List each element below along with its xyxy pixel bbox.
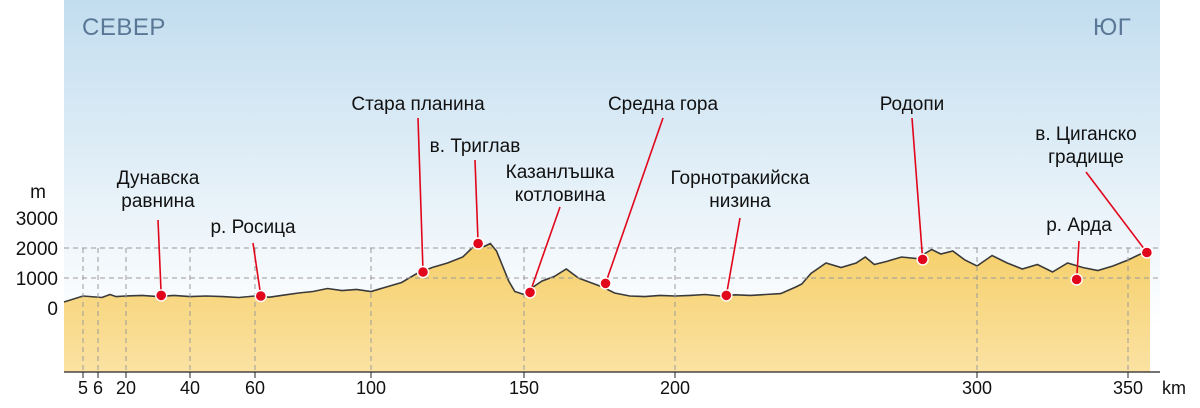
terrain-outline — [63, 242, 1151, 303]
landmark-dot — [720, 289, 733, 302]
x-tick-label: 200 — [660, 378, 690, 398]
landmark-label-line: равнина — [121, 191, 195, 212]
landmark-label-line: р. Росица — [210, 217, 296, 238]
landmark-marker: р. Росица — [210, 217, 296, 303]
y-tick-label: 2000 — [16, 239, 58, 260]
landmark-label-line: Казанлъшка — [506, 162, 615, 183]
y-tick-label: 1000 — [16, 269, 58, 290]
landmark-label-line: градище — [1048, 147, 1124, 168]
landmark-dot — [599, 277, 612, 290]
landmark-leader-line — [725, 217, 741, 296]
landmark-marker: Горнотракийска низина — [671, 168, 810, 302]
landmark-marker: Родопи — [880, 94, 945, 266]
north-label: СЕВЕР — [82, 14, 166, 41]
x-tick-label: 60 — [245, 378, 265, 398]
landmark-dot — [916, 253, 929, 266]
landmark-leader-line — [474, 159, 479, 244]
landmarks: Дунавска равнина р. Росица Стара планина в. … — [117, 94, 1154, 303]
x-tick-label: 6 — [93, 378, 103, 398]
landmark-marker: Стара планина — [351, 94, 485, 279]
grid-lines — [64, 247, 1160, 372]
x-tick-label: 300 — [962, 378, 992, 398]
landmark-dot — [1140, 246, 1154, 259]
landmark-dot — [523, 286, 537, 299]
x-tick-label: 20 — [116, 378, 136, 398]
landmark-label-line: Стара планина — [351, 94, 485, 115]
landmark-leader-line — [911, 117, 924, 260]
axes: m 3000 2000 1000 0 5 6 20 40 60 100 150 200 300 350 km — [16, 182, 1186, 398]
landmark-label: р. Арда — [1046, 215, 1112, 236]
landmark-leader-line — [417, 117, 424, 273]
landmark-leader-line — [529, 206, 561, 293]
landmark-label-line: Горнотракийска — [671, 168, 810, 189]
landmark-leader-line — [1085, 171, 1148, 253]
landmark-label-line: Дунавска — [117, 168, 200, 189]
landmark-leader-line — [157, 219, 162, 296]
x-tick-label: 40 — [180, 378, 200, 398]
landmark-label: Дунавска равнина — [117, 168, 200, 212]
landmark-label: Горнотракийска низина — [671, 168, 810, 212]
y-tick-label: 3000 — [16, 209, 58, 230]
landmark-label-line: низина — [709, 191, 771, 212]
x-tick-label: 150 — [509, 378, 539, 398]
terrain-area — [64, 243, 1150, 372]
landmark-dot — [416, 265, 430, 279]
landmark-label: в. Триглав — [430, 136, 521, 157]
landmark-label: Казанлъшка котловина — [506, 162, 615, 206]
landmark-marker: в. Циганско градище — [1035, 124, 1154, 259]
landmark-dot — [254, 289, 267, 303]
landmark-leader-line — [1075, 240, 1080, 280]
landmark-label: в. Циганско градище — [1035, 124, 1137, 168]
landmark-dot — [154, 289, 168, 302]
landmark-marker: в. Триглав — [430, 136, 521, 250]
landmark-label: Родопи — [880, 94, 945, 115]
landmark-marker: р. Арда — [1046, 215, 1112, 286]
x-tick-label: 350 — [1113, 378, 1143, 398]
y-axis-unit: m — [30, 182, 46, 203]
landmark-label-line: Родопи — [880, 94, 945, 115]
south-label: ЮГ — [1093, 14, 1132, 41]
x-tick-label: 100 — [356, 378, 386, 398]
landmark-marker: Средна гора — [599, 94, 719, 290]
landmark-label-line: котловина — [515, 185, 606, 206]
landmark-label: р. Росица — [210, 217, 296, 238]
landmark-label-line: в. Триглав — [430, 136, 521, 157]
y-tick-label: 0 — [47, 299, 58, 320]
landmark-label-line: в. Циганско — [1035, 124, 1137, 145]
landmark-label: Средна гора — [608, 94, 719, 115]
x-axis-unit: km — [1162, 378, 1186, 398]
landmark-label-line: Средна гора — [608, 94, 719, 115]
landmark-leader-line — [604, 117, 664, 284]
landmark-dot — [471, 237, 485, 250]
x-tick-label: 5 — [78, 378, 88, 398]
landmark-marker: Казанлъшка котловина — [506, 162, 615, 299]
landmark-label-line: р. Арда — [1046, 215, 1112, 236]
landmark-leader-line — [252, 242, 262, 297]
landmark-dot — [1070, 273, 1083, 286]
landmark-label: Стара планина — [351, 94, 485, 115]
landmark-marker: Дунавска равнина — [117, 168, 200, 302]
